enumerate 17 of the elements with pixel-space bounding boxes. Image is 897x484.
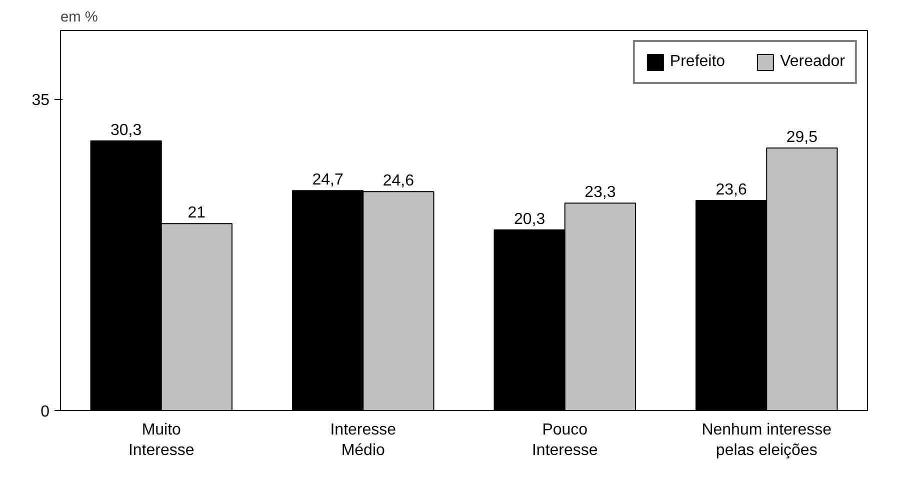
data-label: 23,3 [584, 184, 616, 202]
data-label: 21 [188, 204, 206, 222]
legend-label: Vereador [780, 53, 845, 71]
y-axis-title: em % [60, 10, 98, 26]
data-label: 30,3 [110, 122, 142, 139]
legend-label: Prefeito [670, 53, 726, 71]
x-tick-label: Interesse Médio [330, 422, 396, 459]
data-label: 24,7 [312, 172, 344, 189]
x-tick-label: Nenhum interesse pelas eleições [702, 422, 832, 459]
data-label: 29,5 [786, 128, 818, 146]
y-tick-label: 35 [32, 92, 50, 110]
x-tick-label: Muito Interesse [128, 422, 194, 459]
data-label: 20,3 [514, 210, 546, 228]
data-label: 24,6 [382, 172, 414, 190]
x-tick-label: Pouco Interesse [532, 422, 598, 459]
y-tick-label: 0 [40, 404, 50, 420]
data-label: 23,6 [716, 181, 747, 198]
